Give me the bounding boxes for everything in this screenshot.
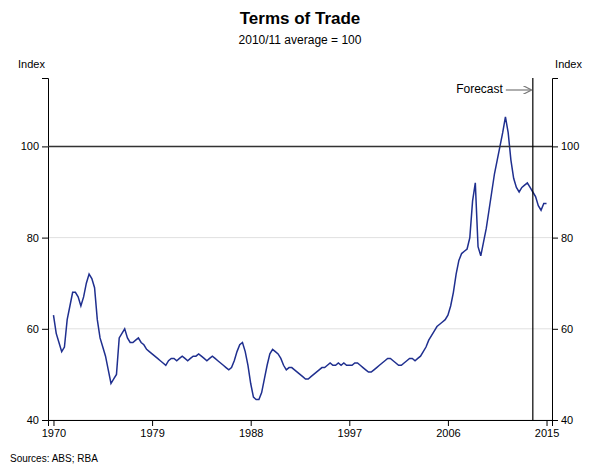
- source: Sources: ABS; RBA: [10, 453, 98, 464]
- chart: 1970197919881997200620154060801004060801…: [0, 0, 600, 472]
- tick-label: 60: [27, 323, 39, 335]
- axis-line: [42, 79, 49, 421]
- tick: 1979: [140, 420, 164, 439]
- tick: 60: [552, 323, 573, 335]
- tick-label: 80: [27, 232, 39, 244]
- y-axis-label: Index: [18, 58, 45, 70]
- tick: 40: [27, 414, 48, 426]
- tick-mark: [251, 420, 252, 426]
- tick: 80: [552, 232, 573, 244]
- title: Terms of Trade: [240, 9, 361, 28]
- tick-label: 2015: [535, 427, 559, 439]
- tick-mark: [552, 420, 558, 421]
- tick-label: 1970: [42, 427, 66, 439]
- tick: 100: [21, 140, 48, 152]
- tick-mark: [53, 420, 54, 426]
- tick-mark: [448, 420, 449, 426]
- y2-axis-label: Index: [555, 58, 582, 70]
- axis-line: [553, 79, 559, 421]
- grid-line: [48, 328, 552, 329]
- tick-mark: [552, 329, 558, 330]
- tick: 2015: [535, 420, 559, 439]
- y2-axis: 40 60 80 100: [552, 79, 579, 427]
- tick-label: 1988: [239, 427, 263, 439]
- tick-label: 2006: [436, 427, 460, 439]
- series-line: [53, 117, 546, 400]
- tick: 60: [27, 323, 48, 335]
- marks: [48, 78, 552, 420]
- x-axis: 1970 1979 1988 1997 2006 2015: [42, 420, 560, 439]
- grid-line: [48, 146, 552, 147]
- tick-mark: [349, 420, 350, 426]
- tick-label: 80: [561, 232, 573, 244]
- tick-label: 1997: [338, 427, 362, 439]
- tick: 1988: [239, 420, 263, 439]
- tick: 2006: [436, 420, 460, 439]
- annotation-arrow: [506, 89, 531, 90]
- tick-label: 1979: [140, 427, 164, 439]
- plot-area: 1970197919881997200620154060801004060801…: [21, 78, 580, 439]
- tick-mark: [552, 238, 558, 239]
- tick-label: 60: [561, 323, 573, 335]
- y-axis: 40 60 80 100: [21, 79, 49, 427]
- tick-label: 100: [561, 140, 579, 152]
- grid: [48, 146, 552, 420]
- tick: 1997: [338, 420, 362, 439]
- tick: 100: [552, 140, 579, 152]
- tick-mark: [42, 420, 48, 421]
- grid-line: [48, 237, 552, 238]
- tick-label: 40: [561, 414, 573, 426]
- tick-mark: [42, 329, 48, 330]
- tick-mark: [552, 146, 558, 147]
- tick-mark: [42, 146, 48, 147]
- forecast-line: [532, 78, 533, 420]
- subtitle: 2010/11 average = 100: [239, 33, 362, 47]
- tick: 1970: [42, 420, 66, 439]
- tick: 40: [552, 414, 573, 426]
- annotation: Forecast: [456, 82, 503, 96]
- tick-label: 40: [27, 414, 39, 426]
- tick-mark: [42, 238, 48, 239]
- axis-line: [49, 421, 553, 427]
- tick: 80: [27, 232, 48, 244]
- tick-mark: [547, 420, 548, 426]
- reference-line: [48, 146, 552, 148]
- tick-mark: [152, 420, 153, 426]
- tick-label: 100: [21, 140, 39, 152]
